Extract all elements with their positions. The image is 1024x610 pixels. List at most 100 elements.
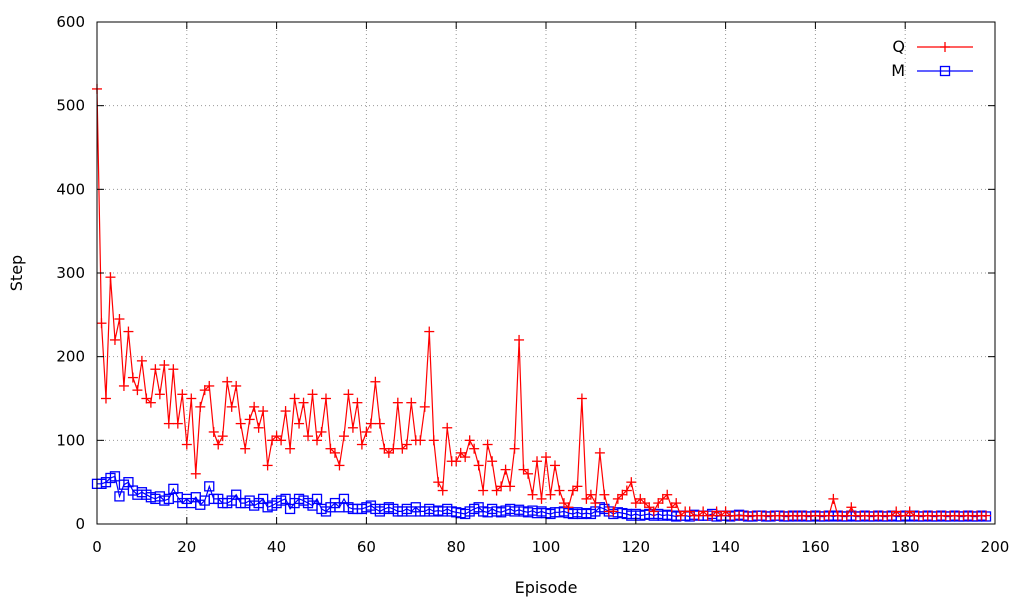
series-q-point — [549, 460, 560, 471]
series-q-point — [981, 510, 992, 521]
series-q-point — [630, 498, 641, 509]
series-q-point — [482, 439, 493, 450]
series-q-point — [590, 498, 601, 509]
series-q-point — [105, 272, 116, 283]
series-q-point — [505, 481, 516, 492]
series-q-point — [527, 489, 538, 500]
series-q-point — [379, 443, 390, 454]
x-tick-label: 60 — [357, 538, 376, 556]
series-q-point — [271, 431, 282, 442]
series-q-point — [249, 401, 260, 412]
y-tick-label: 400 — [56, 180, 85, 198]
legend-label-q: Q — [892, 37, 905, 56]
series-q-point — [518, 464, 529, 475]
series-q-point — [240, 443, 251, 454]
series-q-point — [267, 435, 278, 446]
series-q-point — [648, 506, 659, 517]
series-q-point — [545, 489, 556, 500]
series-q-point — [392, 397, 403, 408]
series-q-point — [186, 393, 197, 404]
series-q-point — [343, 389, 354, 400]
series-q-point — [523, 468, 534, 479]
series-q-point — [303, 431, 314, 442]
series-q-point — [514, 334, 525, 345]
x-tick-label: 40 — [267, 538, 286, 556]
series-q-point — [581, 493, 592, 504]
series-q-point — [891, 506, 902, 517]
series-q-point — [127, 372, 138, 383]
y-tick-label: 300 — [56, 264, 85, 282]
series-q-point — [280, 406, 291, 417]
series-q-point — [154, 389, 165, 400]
series-q-point — [841, 510, 852, 521]
series-q-point — [226, 401, 237, 412]
series-q-point — [109, 334, 120, 345]
y-tick-label: 100 — [56, 431, 85, 449]
series-q-point — [617, 489, 628, 500]
series-q-point — [388, 443, 399, 454]
legend-marker-q — [940, 42, 950, 52]
series-q-point — [397, 443, 408, 454]
series-q-point — [716, 510, 727, 521]
series-m-point — [204, 481, 215, 492]
series-q-point — [626, 477, 637, 488]
series-q-line — [96, 88, 986, 517]
series-q-point — [208, 426, 219, 437]
series-q-point — [163, 418, 174, 429]
series-q-point — [244, 414, 255, 425]
series-q-point — [118, 380, 129, 391]
series-q-point — [100, 393, 111, 404]
series-q-point — [415, 435, 426, 446]
series-q-point — [828, 493, 839, 504]
series-q-point — [325, 443, 336, 454]
x-tick-labels: 0 20 40 60 80 100 120 140 160 180 200 — [92, 538, 1009, 556]
series-q-point — [558, 498, 569, 509]
legend-marker-m — [939, 65, 951, 77]
series-q-point — [657, 493, 668, 504]
series-q-point — [159, 360, 170, 371]
series-m-point — [114, 491, 125, 502]
series-q-point — [204, 380, 215, 391]
series-q-point — [433, 477, 444, 488]
series-q-point — [662, 489, 673, 500]
series-q-point — [473, 460, 484, 471]
series-q-point — [684, 506, 695, 517]
series-q-point — [635, 493, 646, 504]
series-q-point — [298, 397, 309, 408]
axis-ticks — [96, 21, 996, 525]
series-q-point — [698, 506, 709, 517]
x-tick-label: 200 — [981, 538, 1010, 556]
series-q-point — [262, 460, 273, 471]
series-q-point — [653, 498, 664, 509]
legend: QM — [891, 37, 973, 80]
series-q-point — [114, 314, 125, 325]
series-q-point — [639, 498, 650, 509]
series-q-point — [136, 355, 147, 366]
series-q-point — [707, 510, 718, 521]
series-q-point — [455, 447, 466, 458]
series-q-point — [334, 460, 345, 471]
series-q-point — [594, 447, 605, 458]
series-q-point — [671, 498, 682, 509]
series-q-point — [567, 485, 578, 496]
series-q-point — [496, 481, 507, 492]
x-tick-label: 140 — [711, 538, 740, 556]
x-tick-label: 160 — [801, 538, 830, 556]
legend-label-m: M — [891, 61, 905, 80]
series-q-point — [585, 489, 596, 500]
series-q-point — [711, 506, 722, 517]
series-q-point — [608, 506, 619, 517]
series-q-point — [374, 418, 385, 429]
series-q-point — [338, 431, 349, 442]
x-axis-label: Episode — [515, 578, 578, 597]
series-q-point — [383, 447, 394, 458]
series-q-point — [666, 502, 677, 513]
series-q-point — [464, 435, 475, 446]
y-tick-label: 600 — [56, 13, 85, 31]
y-tick-label: 500 — [56, 97, 85, 115]
series-q-point — [693, 510, 704, 521]
series-q — [92, 83, 992, 521]
series-q-point — [320, 393, 331, 404]
series-q-point — [231, 380, 242, 391]
series-q-point — [361, 426, 372, 437]
